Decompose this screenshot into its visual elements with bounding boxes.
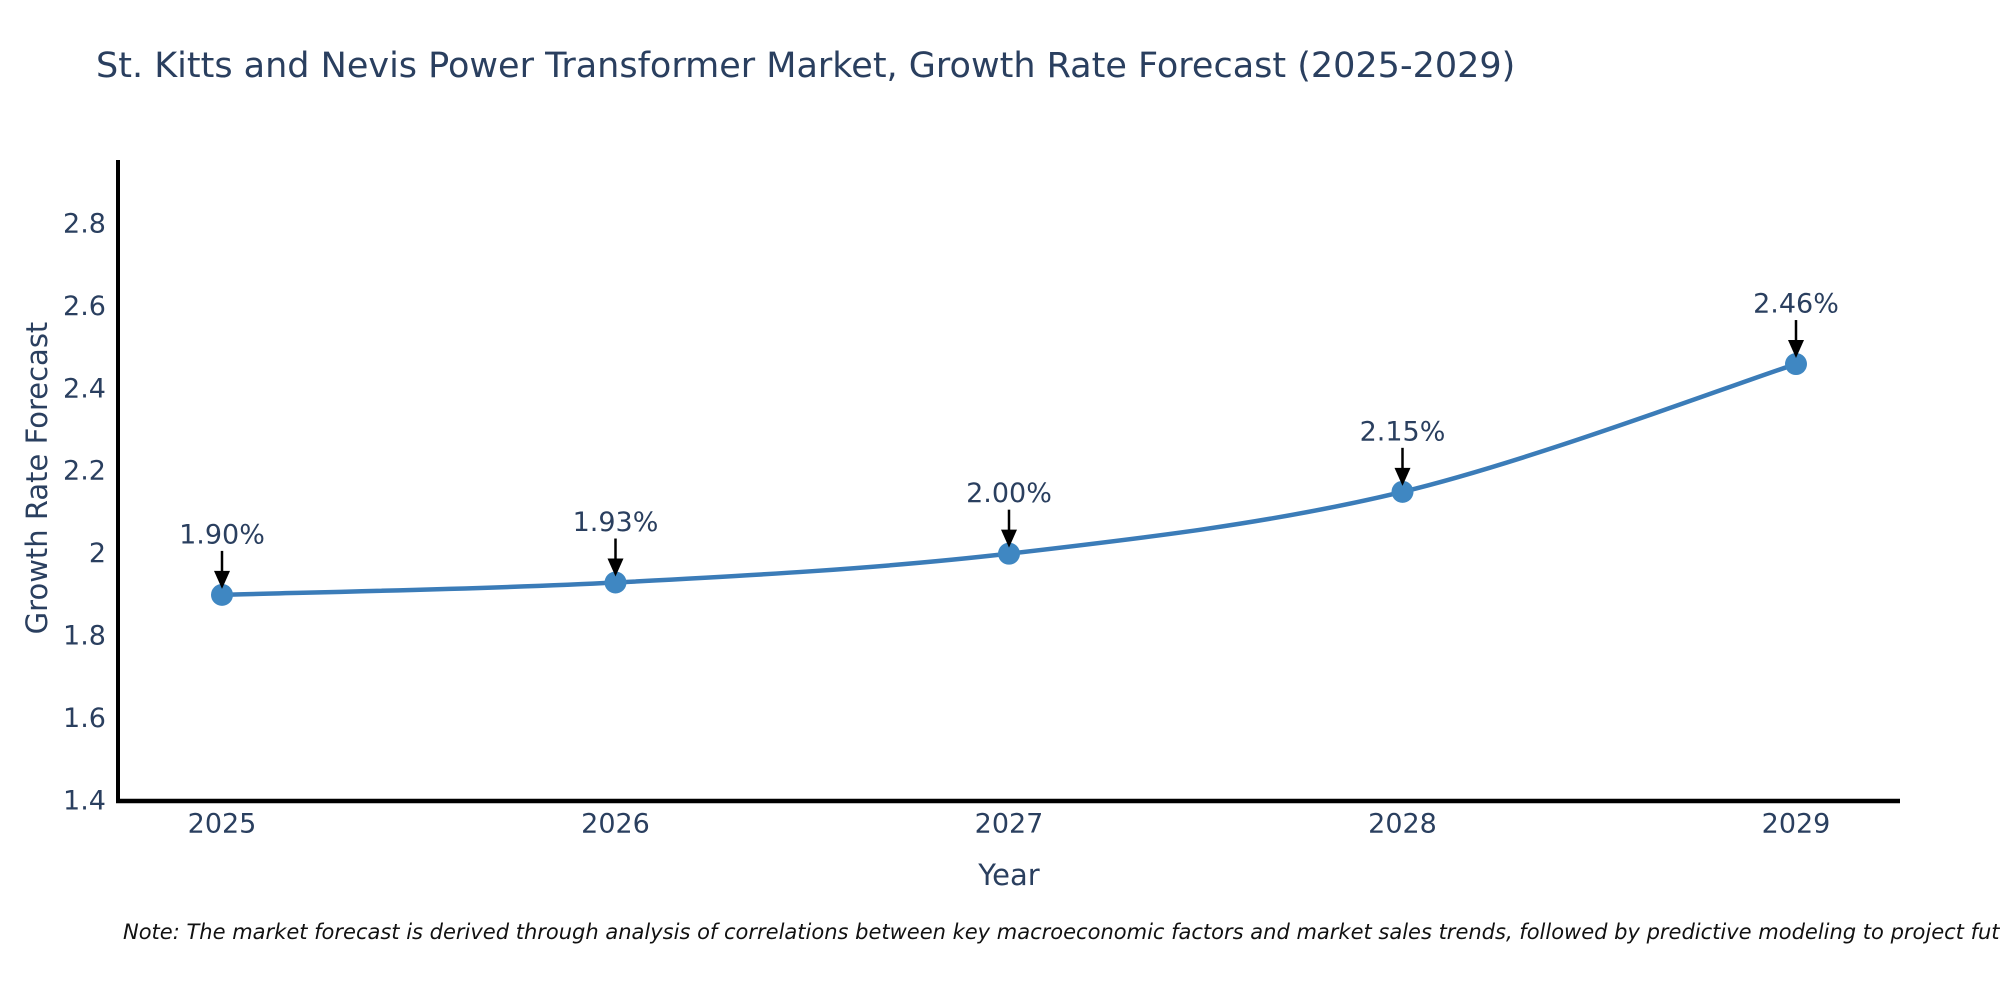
x-tick-label: 2029: [1762, 809, 1831, 840]
data-point-marker: [1391, 480, 1414, 503]
x-tick-label: 2025: [188, 809, 257, 840]
y-tick-label: 2.2: [63, 456, 106, 487]
data-point-label: 2.15%: [1360, 416, 1446, 447]
annotation-arrowhead: [214, 570, 230, 589]
annotation-arrowhead: [607, 558, 624, 577]
data-point-label: 1.90%: [179, 519, 265, 550]
data-point-marker: [1785, 353, 1807, 376]
x-axis-title: Year: [978, 858, 1040, 892]
x-tick-label: 2026: [581, 809, 650, 840]
data-point-label: 1.93%: [573, 507, 659, 538]
y-tick-label: 1.8: [63, 621, 106, 652]
data-point-label: 2.00%: [966, 478, 1052, 509]
data-point-marker: [211, 583, 233, 606]
footnote: Note: The market forecast is derived thr…: [123, 920, 2000, 944]
annotation-arrowhead: [1394, 467, 1411, 486]
annotation-arrowhead: [1788, 340, 1804, 359]
y-tick-label: 1.4: [63, 786, 106, 817]
y-tick-label: 1.6: [63, 703, 106, 734]
y-tick-label: 2.8: [63, 208, 106, 239]
x-tick-label: 2027: [975, 809, 1044, 840]
data-point-label: 2.46%: [1753, 289, 1839, 320]
x-tick-label: 2028: [1368, 809, 1437, 840]
annotation-arrowhead: [1001, 529, 1017, 548]
y-tick-label: 2.6: [63, 291, 106, 322]
data-point-marker: [604, 571, 627, 594]
data-point-marker: [998, 542, 1020, 565]
y-tick-label: 2.4: [63, 373, 106, 404]
y-tick-label: 2: [89, 538, 106, 569]
chart-title: St. Kitts and Nevis Power Transformer Ma…: [96, 46, 1516, 86]
